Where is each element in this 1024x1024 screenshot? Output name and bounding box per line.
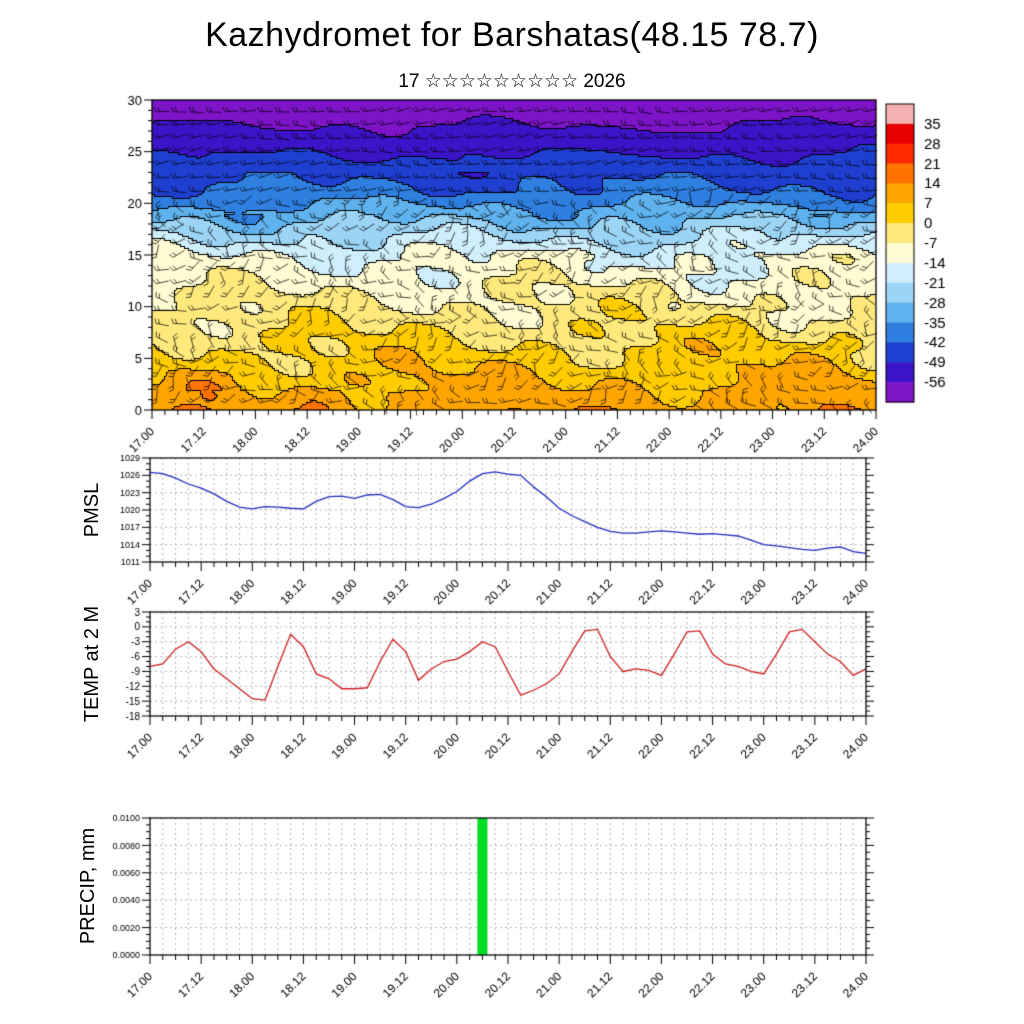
- precip-axis-label: PRECIP, mm: [77, 827, 99, 945]
- temp-axis-label: TEMP at 2 M: [81, 605, 103, 723]
- pmsl-axis-label: PMSL: [81, 482, 103, 538]
- page-title: Kazhydromet for Barshatas(48.15 78.7): [205, 16, 819, 54]
- date-subtitle: 17 ☆☆☆☆☆☆☆☆☆ 2026: [398, 71, 626, 92]
